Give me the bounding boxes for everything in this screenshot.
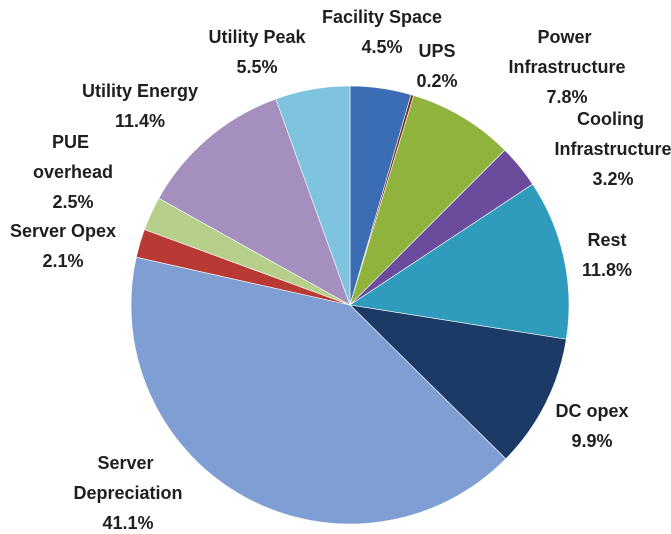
slice-label: Rest <box>587 230 626 250</box>
slice-label: Utility Energy <box>82 81 198 101</box>
value-label: 11.4% <box>115 111 165 131</box>
slice-label: Facility Space <box>322 7 442 27</box>
value-label: 11.8% <box>582 260 632 280</box>
value-label: 9.9% <box>571 431 612 451</box>
pie-slice <box>349 183 570 340</box>
slice-label: Power Infrastructure <box>508 27 625 77</box>
slice-label: Server Opex <box>10 221 116 241</box>
pie-slice <box>275 85 351 306</box>
slice-label: Server Depreciation <box>73 453 182 503</box>
value-label: 41.1% <box>102 513 153 533</box>
slice-label: Cooling Infrastructure <box>554 109 671 159</box>
slice-label: Utility Peak <box>208 27 306 47</box>
value-label: 4.5% <box>361 37 402 57</box>
pie-slice <box>349 304 567 460</box>
value-label: 3.2% <box>592 169 633 189</box>
value-label: 7.8% <box>546 87 587 107</box>
pie-slice <box>158 98 351 306</box>
value-label: 2.5% <box>52 192 93 212</box>
value-label: 5.5% <box>236 57 277 77</box>
slice-label: PUE overhead <box>33 132 113 182</box>
slice-label: UPS <box>418 41 455 61</box>
value-label: 0.2% <box>416 71 457 91</box>
pie-slice <box>130 256 507 525</box>
slice-label: DC opex <box>555 401 628 421</box>
value-label: 2.1% <box>42 251 83 271</box>
pie-slice <box>349 95 506 306</box>
